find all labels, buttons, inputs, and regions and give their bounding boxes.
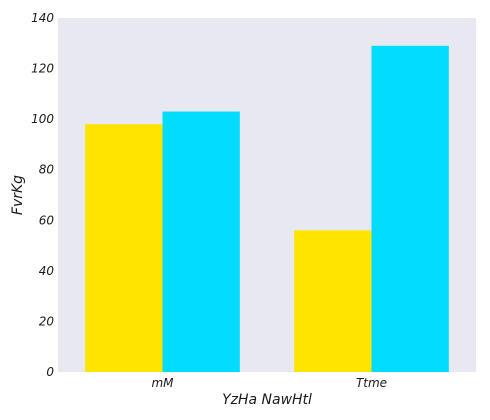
x-axis-label: YzHa NawHtl (222, 392, 312, 408)
x-tick-label: Ttme (356, 376, 387, 390)
bar-mM-series-1 (85, 124, 163, 372)
y-tick-label: 140 (31, 11, 54, 25)
x-tick-label: mM (151, 376, 174, 390)
bar-Ttme-series-1 (294, 230, 372, 372)
y-tick-label: 0 (46, 365, 54, 379)
y-tick-label: 100 (31, 112, 54, 126)
y-tick-label: 60 (39, 213, 55, 227)
bars-group (85, 45, 449, 373)
bar-mM-series-2 (162, 111, 240, 373)
y-tick-label: 80 (39, 163, 55, 177)
y-tick-label: 20 (39, 314, 55, 328)
y-tick-label: 120 (31, 62, 54, 76)
x-axis-ticks: mM Ttme (151, 376, 387, 390)
y-axis-label: FvrKg (10, 175, 26, 215)
y-tick-label: 40 (39, 264, 55, 278)
bar-Ttme-series-2 (371, 45, 449, 373)
y-axis-ticks: 0 20 40 60 80 100 120 140 (31, 11, 54, 379)
